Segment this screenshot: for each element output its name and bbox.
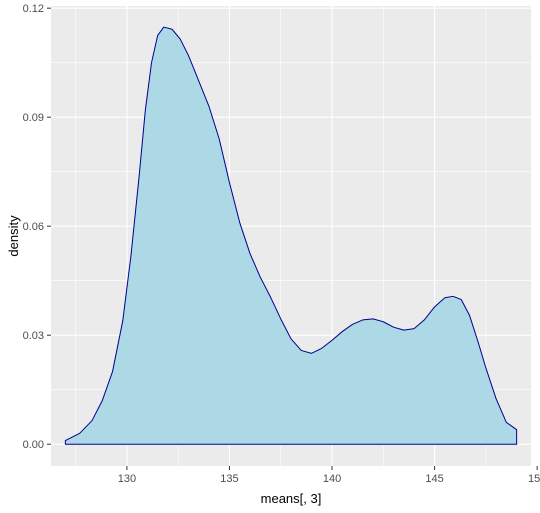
x-tick-label: 130 bbox=[118, 473, 136, 485]
density-area bbox=[64, 26, 518, 445]
y-tick-label: 0.00 bbox=[23, 439, 44, 451]
y-tick-label: 0.09 bbox=[23, 112, 44, 124]
y-axis-tick-labels: 0.00 0.03 0.06 0.09 0.12 bbox=[23, 3, 44, 451]
y-tick-label: 0.12 bbox=[23, 3, 44, 15]
x-tick-label: 145 bbox=[425, 473, 443, 485]
x-tick-label: 140 bbox=[323, 473, 341, 485]
axis-ticks bbox=[47, 7, 538, 470]
y-tick-label: 0.03 bbox=[23, 330, 44, 342]
y-axis-title: density bbox=[6, 215, 21, 257]
y-tick-label: 0.06 bbox=[23, 221, 44, 233]
x-tick-label: 135 bbox=[220, 473, 238, 485]
density-curve bbox=[64, 26, 518, 445]
x-tick-label: 150 bbox=[528, 473, 540, 485]
x-axis-tick-labels: 130 135 140 145 150 bbox=[118, 473, 540, 485]
x-axis-title: means[, 3] bbox=[261, 491, 322, 506]
